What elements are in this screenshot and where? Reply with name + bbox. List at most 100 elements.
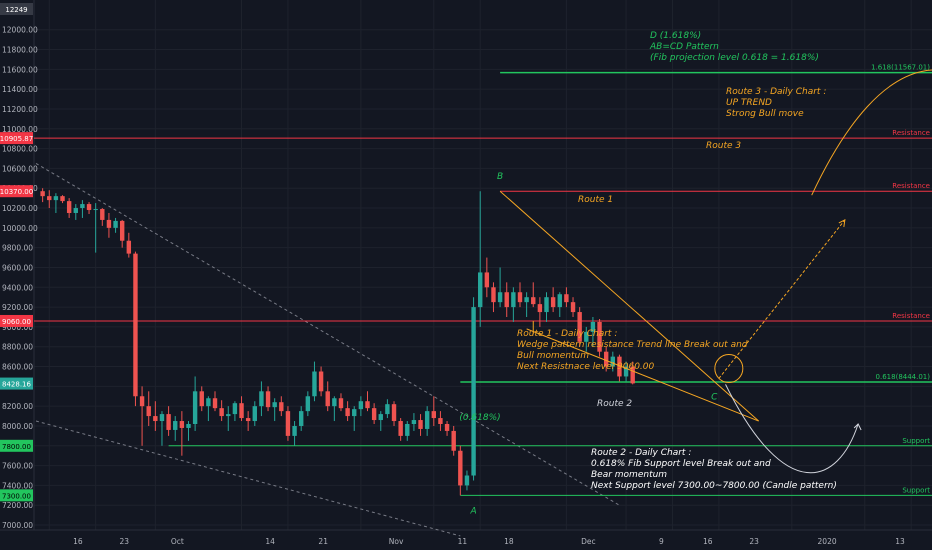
level-label: Support bbox=[902, 437, 930, 445]
candle-body bbox=[610, 356, 616, 367]
level-label: Resistance bbox=[892, 312, 930, 320]
candle-body bbox=[378, 414, 383, 421]
candle-body bbox=[584, 331, 589, 342]
candle-body bbox=[119, 220, 125, 241]
candle-body bbox=[411, 420, 417, 424]
d-title: D (1.618%) bbox=[650, 31, 701, 41]
candle-body bbox=[491, 287, 496, 303]
candle-body bbox=[292, 425, 297, 436]
candle-body bbox=[484, 272, 490, 288]
candle-body bbox=[424, 411, 430, 429]
candle-body bbox=[179, 421, 185, 428]
y-tick-label: 11400.00 bbox=[2, 85, 38, 94]
wedge-upper-line bbox=[499, 190, 760, 422]
candle-body bbox=[398, 421, 403, 436]
candle-body bbox=[597, 321, 602, 352]
y-tick-label: 7400.00 bbox=[2, 481, 33, 490]
candle-body bbox=[133, 253, 138, 397]
candle-body bbox=[358, 401, 364, 410]
route2-curve bbox=[725, 384, 859, 474]
candle-body bbox=[338, 398, 344, 409]
candle-body bbox=[517, 292, 523, 303]
candle-body bbox=[47, 196, 52, 201]
price-tag-label: 8428.16 bbox=[2, 381, 31, 389]
candle-body bbox=[630, 366, 635, 384]
candle-body bbox=[623, 366, 629, 377]
x-tick-label: 11 bbox=[458, 537, 468, 546]
candle-body bbox=[577, 312, 582, 342]
x-tick-label: 23 bbox=[120, 537, 130, 546]
candle-body bbox=[86, 204, 92, 211]
price-tag bbox=[0, 489, 33, 502]
y-tick-label: 8000.00 bbox=[2, 422, 33, 431]
candle-body bbox=[259, 391, 264, 407]
candle-body bbox=[53, 196, 59, 201]
y-tick-label: 9200.00 bbox=[2, 303, 33, 312]
y-tick-label: 12000.00 bbox=[2, 26, 38, 35]
route1-line4: Next Resistnace level 9060.00 bbox=[517, 362, 655, 372]
candle-body bbox=[438, 418, 443, 424]
route3-label: Route 3 bbox=[706, 141, 741, 151]
y-tick-label: 11600.00 bbox=[2, 65, 38, 74]
candle-body bbox=[252, 406, 257, 422]
candle-body bbox=[166, 414, 171, 430]
price-tag-label: 10905.87 bbox=[0, 135, 33, 143]
candle-body bbox=[60, 196, 65, 202]
level-label: Support bbox=[902, 486, 930, 494]
d-line3: (Fib projection level 0.618 = 1.618%) bbox=[650, 53, 819, 63]
candle-body bbox=[365, 401, 370, 409]
candle-body bbox=[239, 403, 244, 419]
price-tag-label: 7300.00 bbox=[2, 492, 31, 500]
channel-upper-line bbox=[35, 163, 620, 506]
d-line2: AB=CD Pattern bbox=[649, 42, 719, 52]
x-tick-label: 14 bbox=[265, 537, 275, 546]
candle-body bbox=[504, 292, 509, 308]
route2-line4: Next Support level 7300.00~7800.00 (Cand… bbox=[591, 481, 837, 491]
candle-body bbox=[325, 391, 330, 407]
route2-title: Route 2 - Daily Chart : bbox=[591, 448, 691, 458]
candle-body bbox=[550, 297, 556, 308]
level-label: 0.618(8444.01) bbox=[876, 373, 931, 381]
price-tag bbox=[0, 377, 33, 390]
price-tag-label: 7800.00 bbox=[2, 443, 31, 451]
x-tick-label: Oct bbox=[171, 537, 184, 546]
candle-body bbox=[352, 409, 357, 417]
candle-body bbox=[199, 391, 204, 407]
y-tick-label: 11200.00 bbox=[2, 105, 38, 114]
candle-body bbox=[345, 408, 350, 417]
candle-body bbox=[153, 416, 158, 422]
y-tick-label: 9800.00 bbox=[2, 244, 33, 253]
y-tick-label: 9400.00 bbox=[2, 283, 33, 292]
price-tag bbox=[0, 439, 33, 452]
candle-body bbox=[405, 424, 410, 436]
x-tick-label: 9 bbox=[659, 537, 664, 546]
candle-body bbox=[471, 307, 476, 476]
y-tick-label: 10600.00 bbox=[2, 164, 38, 173]
level-label: Resistance bbox=[892, 182, 930, 190]
y-tick-label: 10800.00 bbox=[2, 145, 38, 154]
price-tag bbox=[0, 3, 33, 15]
candle-body bbox=[431, 411, 436, 419]
candle-body bbox=[226, 414, 231, 417]
route1-arrowhead bbox=[838, 219, 846, 227]
candle-body bbox=[590, 321, 596, 332]
route1-line2: Wedge pattern resistance Trend line Brea… bbox=[517, 340, 748, 350]
y-tick-label: 8600.00 bbox=[2, 363, 33, 372]
price-tag-label: 12249 bbox=[5, 6, 27, 14]
x-tick-label: 16 bbox=[703, 537, 713, 546]
x-tick-label: 2020 bbox=[818, 537, 837, 546]
y-tick-label: 7600.00 bbox=[2, 462, 33, 471]
route3-line2: UP TREND bbox=[726, 98, 772, 108]
route2-arrowhead bbox=[853, 423, 862, 431]
candle-body bbox=[100, 209, 105, 220]
breakout-circle bbox=[714, 354, 744, 384]
route2-label: Route 2 bbox=[597, 399, 632, 409]
candle-body bbox=[464, 475, 470, 486]
candle-body bbox=[285, 411, 291, 436]
candle-body bbox=[272, 402, 277, 408]
candle-body bbox=[206, 398, 211, 407]
candle-body bbox=[418, 420, 423, 429]
x-tick-label: 16 bbox=[73, 537, 83, 546]
candle-body bbox=[603, 351, 609, 367]
candle-body bbox=[146, 406, 151, 417]
